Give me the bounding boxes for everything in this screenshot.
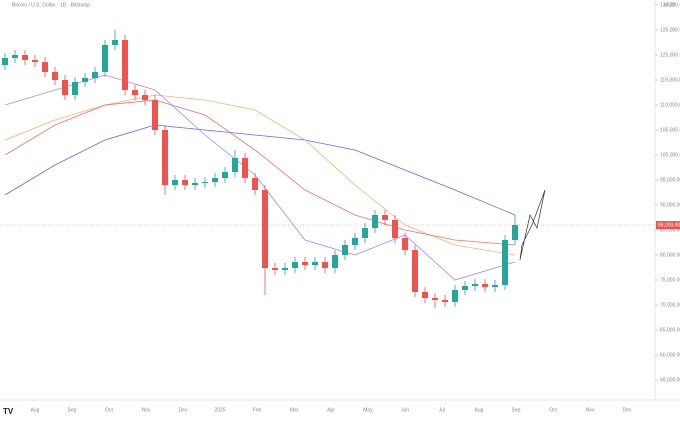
candle-body [362, 228, 368, 238]
last-price-tag [656, 221, 680, 229]
y-tick-label: 115,000.00 [660, 77, 680, 83]
candle-body [252, 178, 258, 190]
y-tick-label: 65,000.00 [660, 327, 680, 333]
candle-body [382, 215, 388, 220]
candle-body [122, 40, 128, 90]
x-tick-label: Aug [475, 407, 484, 413]
x-tick-label: Dec [623, 407, 632, 413]
x-tick-label: Sep [68, 407, 77, 413]
candle-body [132, 90, 138, 95]
moving-average [4, 99, 516, 246]
y-tick-label: 85,000.00 [660, 227, 680, 233]
x-tick-label: Feb [253, 407, 262, 413]
candle-body [492, 285, 498, 287]
candle-body [272, 268, 278, 270]
candle-body [242, 158, 248, 178]
candle-body [212, 178, 218, 182]
x-tick-label: Jun [401, 407, 409, 413]
x-tick-label: Mar [290, 407, 299, 413]
candle-body [342, 245, 348, 255]
candle-body [312, 262, 318, 265]
candle-body [112, 40, 118, 45]
candle-body [102, 45, 108, 72]
candle-body [182, 180, 188, 185]
currency: USD [664, 2, 675, 8]
x-tick-label: Nov [142, 407, 151, 413]
moving-average [4, 94, 516, 256]
candle-body [442, 300, 448, 302]
candle-body [62, 80, 68, 95]
y-tick-label: 75,000.00 [660, 277, 680, 283]
x-tick-label: Nov [586, 407, 595, 413]
candle-body [72, 82, 78, 95]
candle-body [152, 100, 158, 130]
last-price-label: 86,000.00 [658, 222, 680, 228]
candle-body [42, 62, 48, 72]
y-tick-label: 80,000.00 [660, 252, 680, 258]
candle-body [52, 72, 58, 80]
moving-average [4, 124, 516, 216]
y-tick-label: 120,000.00 [660, 52, 680, 58]
candle-body [482, 284, 488, 287]
candle-body [292, 262, 298, 268]
candle-body [162, 130, 168, 185]
candle-body [202, 182, 208, 183]
candle-body [462, 286, 468, 290]
candle-body [452, 290, 458, 302]
candle-body [142, 95, 148, 100]
candle-body [502, 240, 508, 285]
candle-body [422, 292, 428, 298]
candle-body [262, 190, 268, 268]
candle-body [92, 72, 98, 78]
candle-body [332, 255, 338, 268]
x-tick-label: Jul [439, 407, 445, 413]
x-tick-label: Oct [105, 407, 113, 413]
candle-body [472, 284, 478, 286]
x-tick-label: 2025 [214, 407, 225, 413]
y-tick-label: 130,000.00 [660, 2, 680, 8]
candle-body [82, 78, 88, 82]
logo: TV [3, 407, 14, 416]
candle-body [402, 238, 408, 250]
x-tick-label: Sep [512, 407, 521, 413]
y-tick-label: 55,000.00 [660, 377, 680, 383]
forecast-drawing [519, 189, 546, 261]
candle-body [302, 262, 308, 265]
y-tick-label: 100,000.00 [660, 152, 680, 158]
candle-body [372, 215, 378, 228]
y-tick-label: 70,000.00 [660, 302, 680, 308]
y-tick-label: 95,000.00 [660, 177, 680, 183]
y-tick-label: 60,000.00 [660, 352, 680, 358]
candle-body [412, 250, 418, 292]
candle-body [352, 238, 358, 245]
candle-body [12, 55, 18, 58]
candle-body [192, 183, 198, 185]
candle-body [232, 158, 238, 172]
candle-body [512, 225, 518, 240]
chart-title: Bitcoin / U.S. Dollar · 1D · Bitstamp [12, 2, 90, 8]
x-tick-label: May [363, 407, 373, 413]
x-tick-label: Apr [327, 407, 335, 413]
candle-body [392, 220, 398, 238]
candle-body [322, 262, 328, 268]
y-tick-label: 125,000.00 [660, 27, 680, 33]
candle-body [432, 298, 438, 300]
y-tick-label: 105,000.00 [660, 127, 680, 133]
candle-body [22, 55, 28, 60]
candle-body [282, 268, 288, 270]
x-tick-label: Dec [179, 407, 188, 413]
y-tick-label: 110,000.00 [660, 102, 680, 108]
candle-body [172, 180, 178, 185]
x-tick-label: Oct [549, 407, 557, 413]
candle-body [2, 58, 8, 65]
x-tick-label: Aug [31, 407, 40, 413]
y-tick-label: 90,000.00 [660, 202, 680, 208]
candle-body [222, 172, 228, 178]
candle-body [32, 60, 38, 62]
